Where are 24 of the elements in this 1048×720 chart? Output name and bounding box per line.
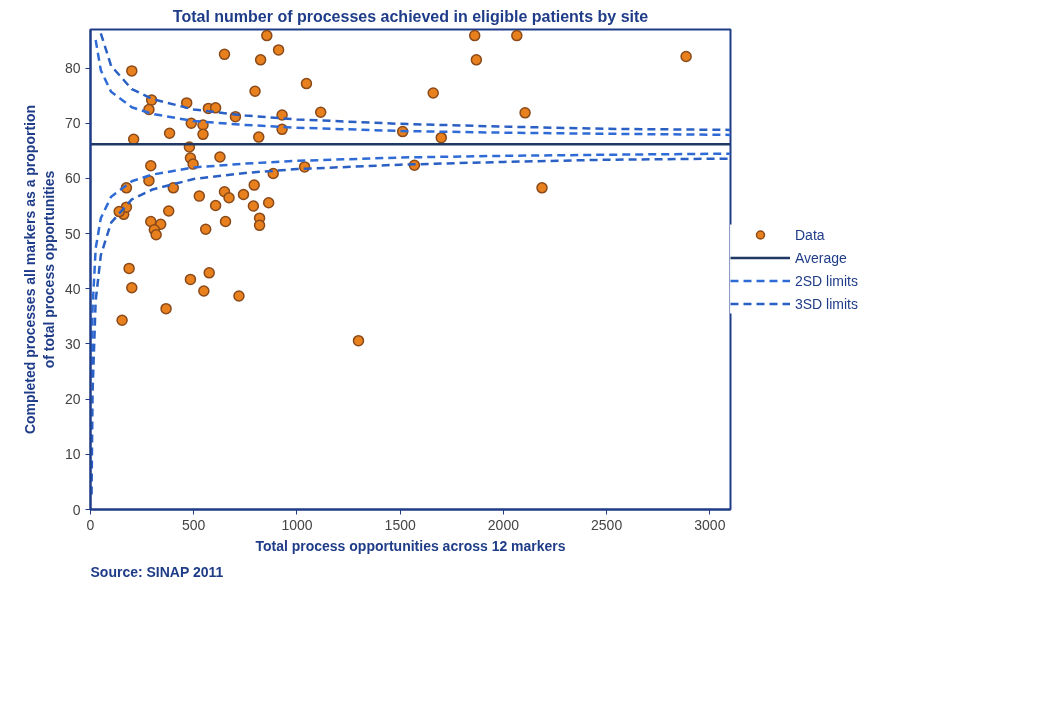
y-tick-label: 60: [64, 170, 81, 187]
y-axis-title: Completed processes all markers as a proportion of total process opportunities: [21, 104, 57, 435]
x-tick-label: 500: [182, 516, 206, 533]
y-tick-label: 10: [64, 446, 81, 463]
y-tick-label: 0: [72, 501, 81, 518]
y-tick-label: 70: [64, 115, 81, 132]
legend-label: 3SD limits: [795, 295, 859, 312]
x-tick-label: 2000: [487, 516, 520, 533]
y-tick-label: 20: [64, 391, 81, 408]
x-tick-label: 3000: [694, 516, 726, 533]
x-tick-label: 2500: [591, 516, 623, 533]
legend-label: Average: [795, 249, 847, 266]
x-tick-label: 1000: [281, 516, 313, 533]
source-note: Source: SINAP 2011: [90, 563, 224, 580]
legend-label: Data: [795, 226, 825, 243]
y-tick-label: 80: [64, 60, 81, 77]
y-tick-label: 50: [64, 225, 81, 242]
legend-label: 2SD limits: [795, 272, 859, 289]
y-tick-label: 30: [64, 335, 81, 352]
x-axis-title: Total process opportunities across 12 markers: [255, 537, 566, 554]
chart-title: Total number of processes achieved in eligible patients by site: [172, 7, 649, 25]
y-tick-label: 40: [64, 280, 81, 297]
x-tick-label: 0: [86, 516, 95, 533]
x-tick-label: 1500: [384, 516, 416, 533]
